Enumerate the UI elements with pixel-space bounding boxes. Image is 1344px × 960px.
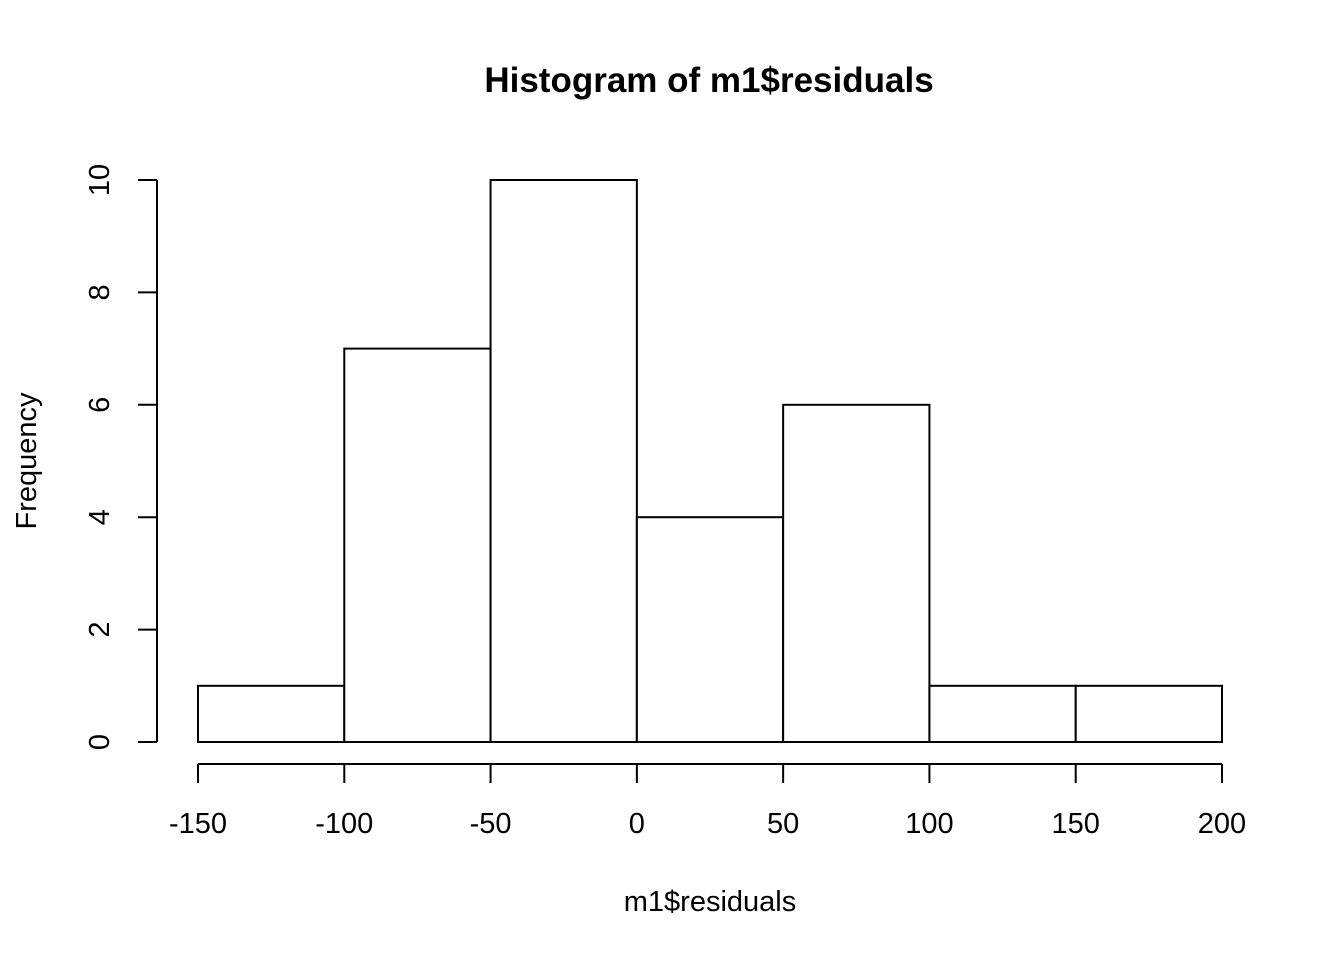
- x-tick-label-1: -100: [315, 808, 373, 840]
- y-tick-label-4: 8: [84, 284, 116, 300]
- y-tick-label-2: 4: [84, 509, 116, 525]
- y-tick-label-0: 0: [84, 734, 116, 750]
- histogram-bar-2: [489, 179, 638, 743]
- histogram-bar-1: [343, 347, 492, 743]
- chart-title: Histogram of m1$residuals: [484, 61, 933, 100]
- y-axis: 0 2 4 6 8 10: [84, 164, 158, 750]
- histogram-bar-6: [1074, 684, 1223, 743]
- x-tick-label-3: 0: [629, 808, 645, 840]
- y-tick-label-5: 10: [84, 164, 116, 196]
- x-tick-label-5: 100: [905, 808, 953, 840]
- x-tick-label-2: -50: [470, 808, 512, 840]
- x-axis-label: m1$residuals: [624, 886, 796, 918]
- x-tick-label-6: 150: [1052, 808, 1100, 840]
- histogram-bar-4: [782, 403, 931, 743]
- y-axis-label: Frequency: [11, 392, 43, 530]
- histogram-bar-5: [928, 684, 1077, 743]
- x-axis: -150 -100 -50 0 50 100 150 200: [169, 763, 1246, 840]
- y-tick-label-1: 2: [84, 622, 116, 638]
- histogram-bars: [197, 179, 1223, 744]
- x-tick-label-0: -150: [169, 808, 227, 840]
- x-tick-label-7: 200: [1198, 808, 1246, 840]
- histogram-bar-3: [635, 516, 785, 744]
- x-tick-label-4: 50: [767, 808, 799, 840]
- y-tick-label-3: 6: [84, 397, 116, 413]
- histogram-bar-0: [197, 684, 346, 743]
